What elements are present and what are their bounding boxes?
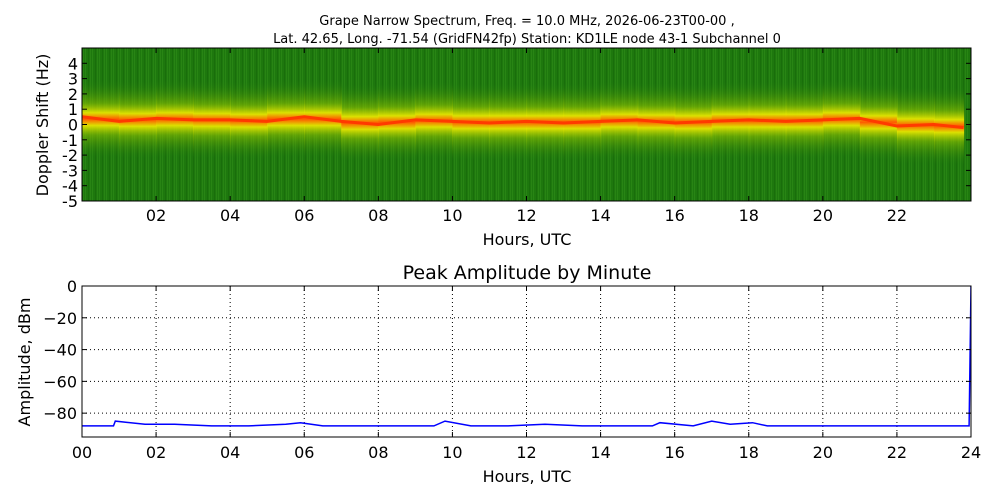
x-tick-label: 10 [442,443,462,462]
x-tick-label: 22 [887,443,907,462]
amplitude-x-ticks: 00 02 04 06 08 10 12 14 16 18 20 22 24 [72,286,981,462]
y-tick-label: -4 [62,177,78,196]
y-tick-label: −80 [43,404,77,423]
x-tick-label: 02 [146,206,166,225]
x-tick-label: 20 [813,206,833,225]
figure-title-line-1: Grape Narrow Spectrum, Freq. = 10.0 MHz,… [319,14,734,29]
x-tick-label: 10 [442,206,462,225]
x-tick-label: 16 [664,206,684,225]
y-tick-label: -3 [62,161,78,180]
doppler-peak-trace [82,115,964,130]
amplitude-y-axis-label: Amplitude, dBm [15,298,34,427]
y-tick-label: 1 [68,100,78,119]
amplitude-series-line [82,286,971,427]
amplitude-y-ticks: 0 −20 −40 −60 −80 [43,277,971,423]
x-tick-label: 04 [220,443,240,462]
y-tick-label: -2 [62,146,78,165]
x-tick-label: 00 [72,443,92,462]
spectrogram-x-axis-label: Hours, UTC [483,230,572,249]
spectrogram-x-ticks: 02 04 06 08 10 12 14 16 18 20 22 [146,48,907,225]
x-tick-label: 18 [739,206,759,225]
y-tick-label: 4 [68,54,78,73]
x-tick-label: 20 [813,443,833,462]
y-tick-label: -1 [62,131,78,150]
amplitude-chart-title: Peak Amplitude by Minute [403,262,652,284]
y-tick-label: −60 [43,372,77,391]
y-tick-label: 3 [68,70,78,89]
y-tick-label: −40 [43,341,77,360]
y-tick-label: 0 [68,116,78,135]
x-tick-label: 12 [516,206,536,225]
x-tick-label: 22 [887,206,907,225]
y-tick-label: 2 [68,85,78,104]
x-tick-label: 14 [590,443,610,462]
x-tick-label: 06 [294,443,314,462]
x-tick-label: 18 [739,443,759,462]
x-tick-label: 06 [294,206,314,225]
x-tick-label: 16 [664,443,684,462]
amplitude-x-axis-label: Hours, UTC [483,467,572,486]
x-tick-label: 08 [368,206,388,225]
y-tick-label: 0 [67,277,77,296]
spectrogram-y-axis-label: Doppler Shift (Hz) [33,54,52,197]
x-tick-label: 24 [961,443,981,462]
amplitude-gridlines [82,286,971,437]
x-tick-label: 12 [516,443,536,462]
amplitude-panel: Peak Amplitude by Minute 00 02 04 06 08 10 12 1… [15,262,981,486]
x-tick-label: 14 [590,206,610,225]
figure-title-line-2: Lat. 42.65, Long. -71.54 (GridFN42fp) St… [273,32,781,47]
x-tick-label: 04 [220,206,240,225]
x-tick-label: 08 [368,443,388,462]
y-tick-label: -5 [62,192,78,211]
x-tick-label: 02 [146,443,166,462]
y-tick-label: −20 [43,309,77,328]
